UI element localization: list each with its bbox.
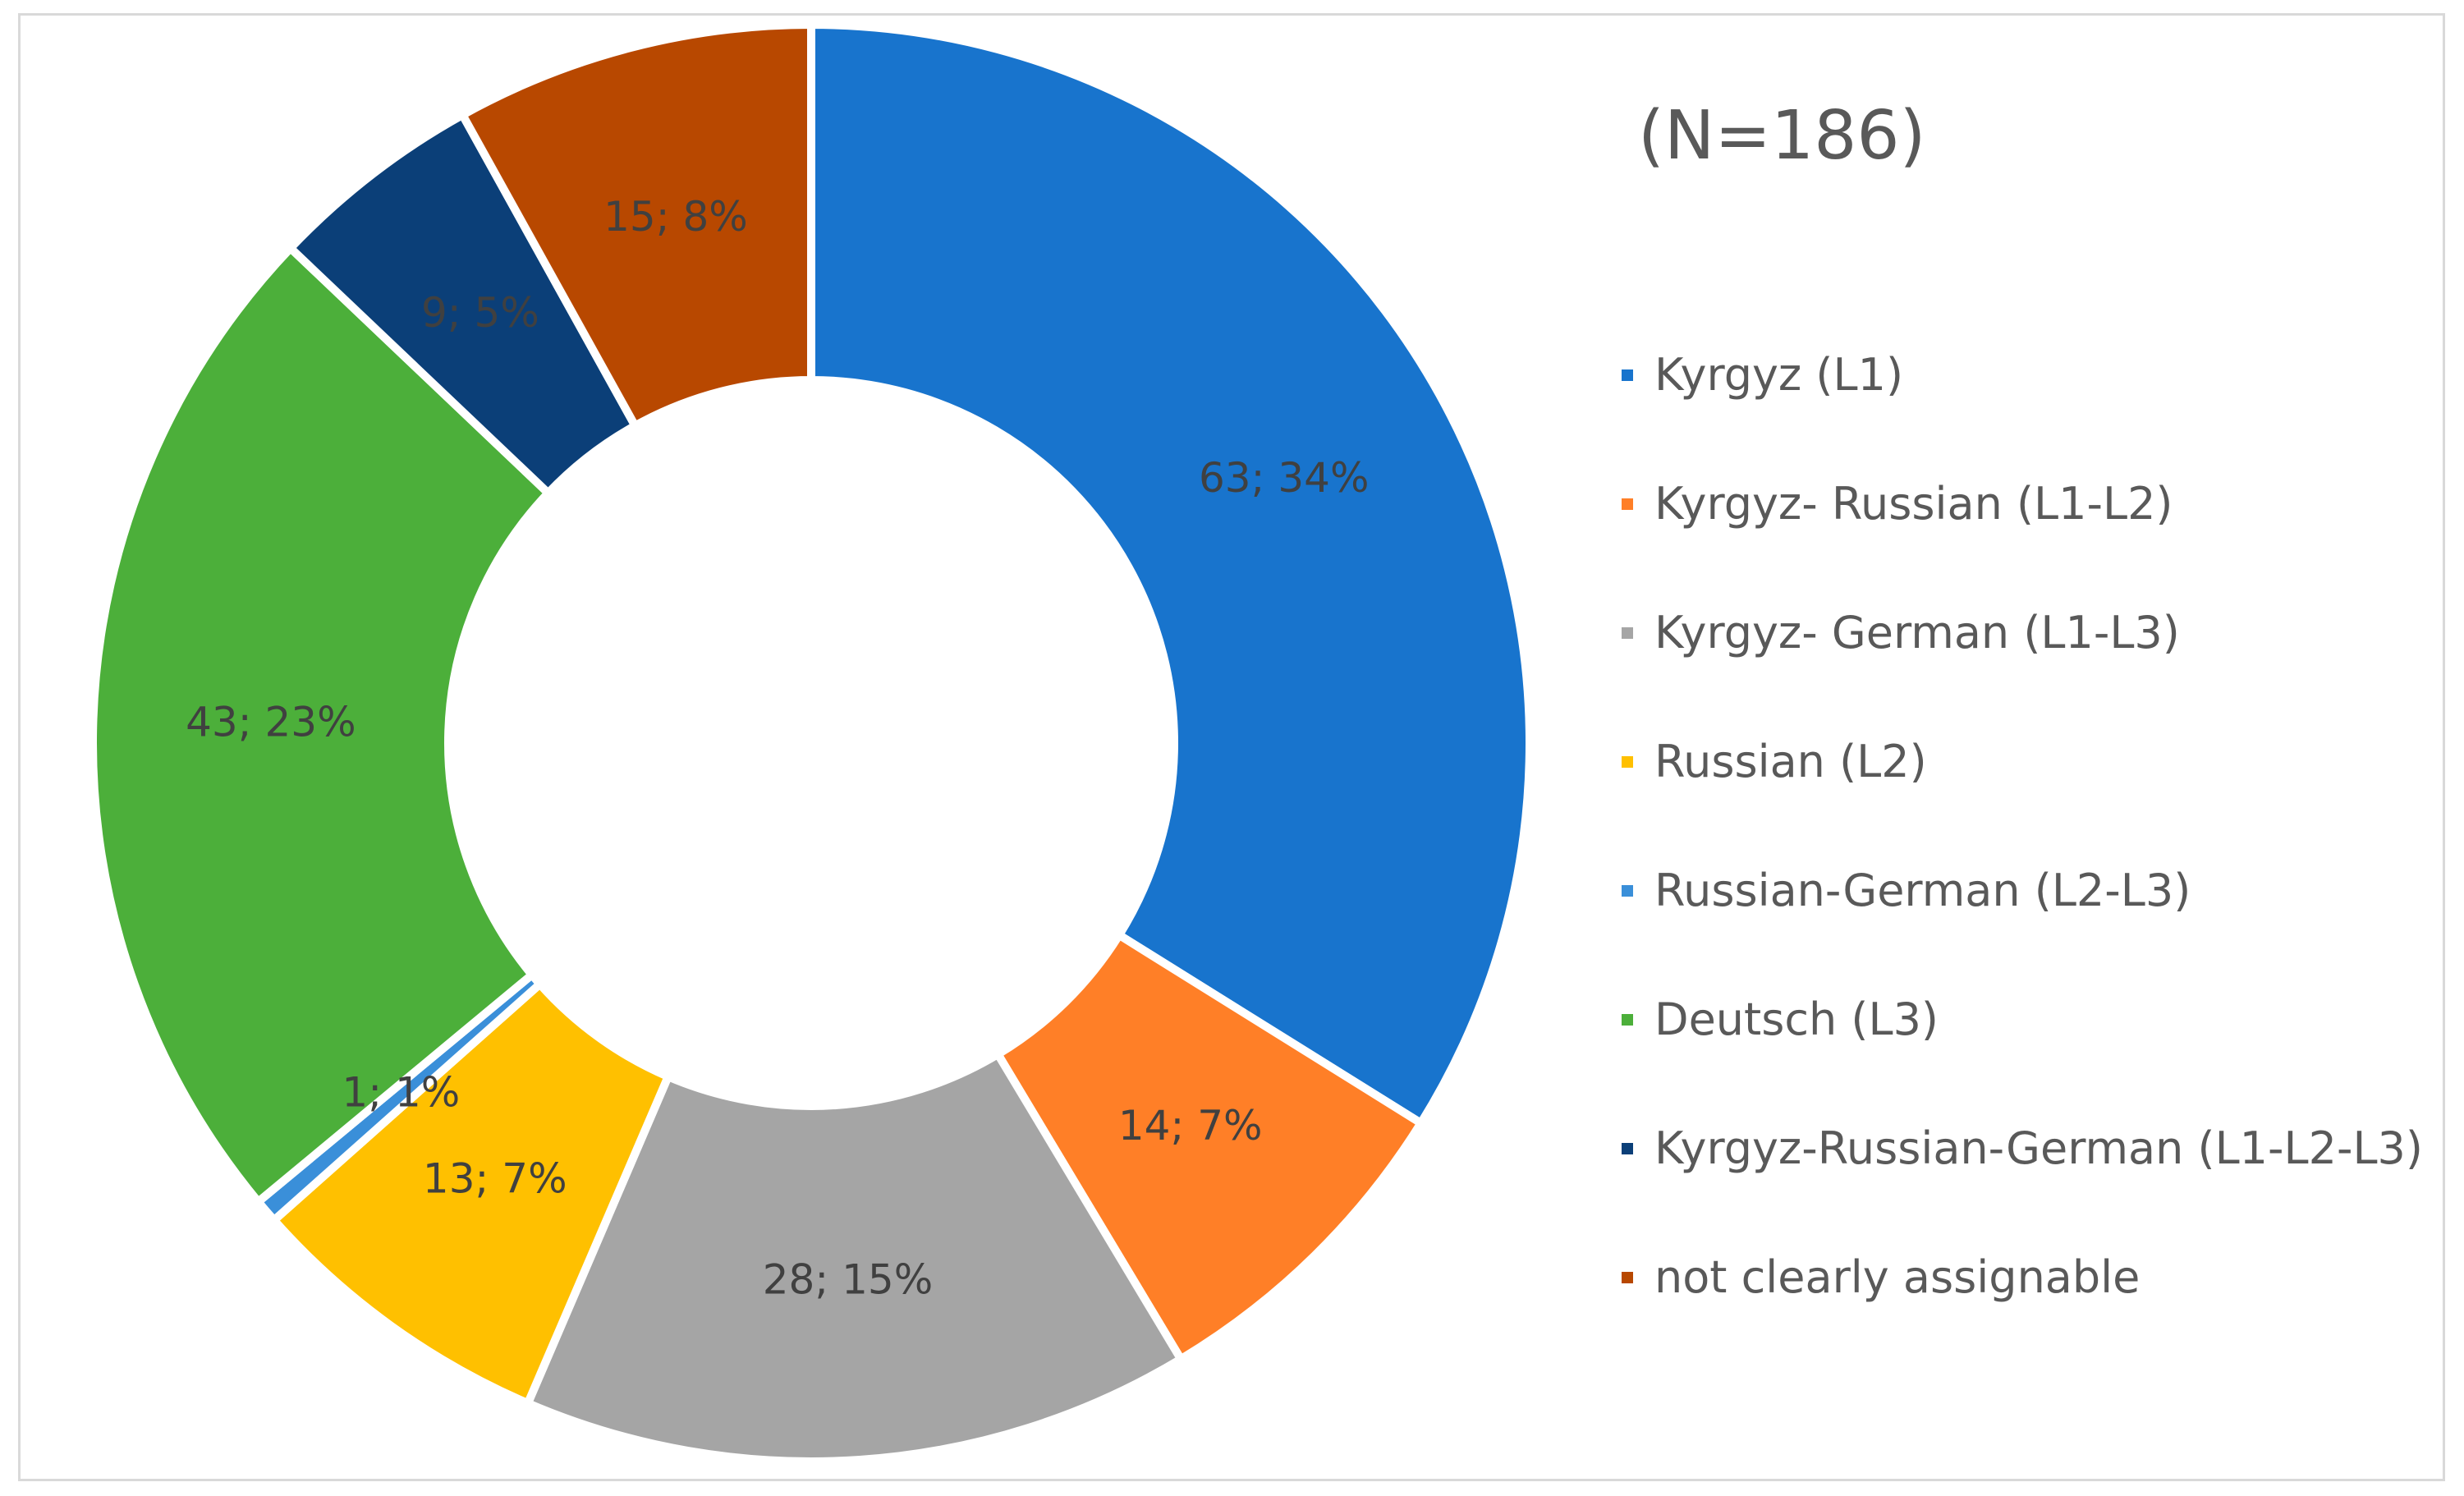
legend-swatch [1622,884,1633,897]
donut-slice-5 [89,242,554,1208]
data-labels: 63; 34% 14; 7% 28; 15% 13; 7% 1; 1% 43; 23% 9;… [186,193,1369,1303]
donut-slice-1 [992,929,1427,1365]
legend-swatch [1622,1271,1633,1283]
data-label-0: 63; 34% [1199,454,1370,502]
donut-slices [89,20,1534,1466]
legend-item-1: Kyrgyz- Russian (L1-L2) [1622,439,2423,568]
legend-label: Kyrgyz (L1) [1654,349,1904,401]
legend-item-3: Russian (L2) [1622,697,2423,826]
legend-swatch [1622,626,1633,639]
data-label-6: 9; 5% [421,289,539,337]
legend-item-5: Deutsch (L3) [1622,955,2423,1084]
chart-title: (N=186) [1638,97,1926,175]
legend: Kyrgyz (L1) Kyrgyz- Russian (L1-L2) Kyrgyz… [1622,310,2423,1342]
legend-label: Deutsch (L3) [1654,994,1939,1045]
legend-label: Kyrgyz- Russian (L1-L2) [1654,478,2173,530]
data-label-7: 15; 8% [603,193,748,241]
legend-label: Kyrgyz- German (L1-L3) [1654,607,2180,659]
donut-slice-7 [457,20,815,432]
data-label-4: 1; 1% [342,1068,460,1116]
donut-slice-0 [807,20,1534,1129]
legend-label: Kyrgyz-Russian-German (L1-L2-L3) [1654,1122,2423,1174]
legend-item-2: Kyrgyz- German (L1-L3) [1622,568,2423,697]
legend-swatch [1622,1013,1633,1026]
legend-label: not clearly assignable [1654,1251,2141,1303]
legend-item-0: Kyrgyz (L1) [1622,310,2423,439]
data-label-5: 43; 23% [186,698,356,746]
legend-item-6: Kyrgyz-Russian-German (L1-L2-L3) [1622,1084,2423,1213]
data-label-2: 28; 15% [763,1255,934,1303]
legend-label: Russian (L2) [1654,736,1927,787]
data-label-1: 14; 7% [1118,1102,1263,1150]
legend-item-4: Russian-German (L2-L3) [1622,826,2423,955]
data-label-3: 13; 7% [423,1155,567,1203]
legend-swatch [1622,369,1633,381]
legend-swatch [1622,498,1633,510]
legend-swatch [1622,1142,1633,1154]
legend-item-7: not clearly assignable [1622,1213,2423,1342]
legend-label: Russian-German (L2-L3) [1654,865,2191,916]
donut-slice-2 [522,1049,1187,1466]
legend-swatch [1622,755,1633,768]
